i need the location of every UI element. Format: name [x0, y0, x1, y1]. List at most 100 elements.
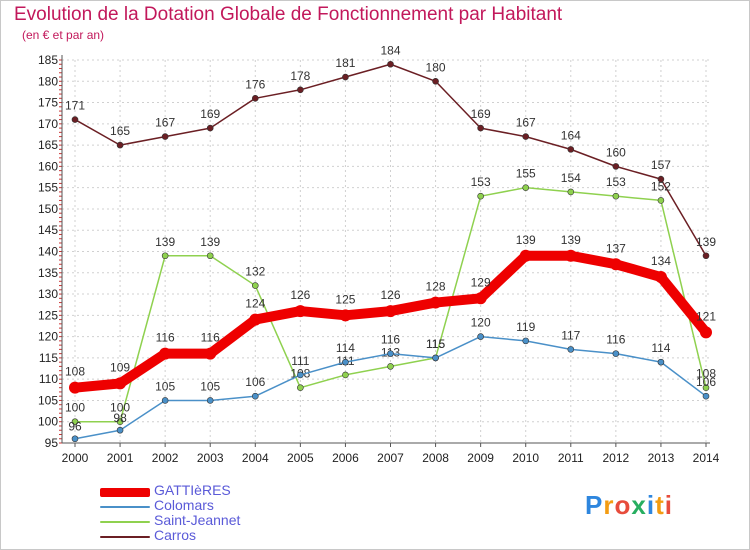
- data-label-gatti-res: 129: [471, 275, 491, 289]
- y-tick-label: 125: [38, 308, 58, 322]
- data-point-colomars: [477, 333, 484, 340]
- data-point-colomars: [612, 350, 620, 357]
- legend-label-saint-jeannet: Saint-Jeannet: [154, 512, 241, 528]
- data-point-colomars: [567, 346, 575, 353]
- x-tick-label: 2003: [197, 451, 224, 465]
- y-tick-label: 135: [38, 266, 58, 280]
- data-label-gatti-res: 124: [245, 297, 265, 311]
- data-point-gatti-res: [429, 296, 442, 309]
- y-tick-label: 170: [38, 117, 58, 131]
- data-point-saint-jeannet: [342, 371, 349, 379]
- legend-swatch-gatti-res: [100, 487, 150, 497]
- data-label-carros: 169: [471, 107, 491, 121]
- data-point-saint-jeannet: [657, 197, 665, 204]
- data-point-saint-jeannet: [206, 252, 214, 260]
- data-label-colomars: 119: [516, 320, 535, 334]
- data-label-colomars: 114: [651, 341, 670, 355]
- data-point-gatti-res: [159, 347, 172, 360]
- data-point-gatti-res: [69, 381, 81, 394]
- data-label-gatti-res: 126: [380, 288, 400, 302]
- x-tick-label: 2012: [603, 451, 630, 465]
- data-label-saint-jeannet: 155: [516, 167, 536, 181]
- data-label-carros: 184: [380, 43, 400, 57]
- data-label-gatti-res: 125: [335, 292, 355, 306]
- data-label-saint-jeannet: 139: [200, 235, 220, 249]
- data-label-carros: 157: [651, 158, 671, 172]
- data-point-gatti-res: [609, 258, 622, 271]
- chart-title: Evolution de la Dotation Globale de Fonc…: [14, 4, 563, 25]
- data-label-gatti-res: 116: [201, 331, 220, 345]
- data-label-colomars: 106: [245, 375, 265, 389]
- data-point-carros: [71, 116, 79, 123]
- data-label-gatti-res: 139: [516, 233, 536, 247]
- data-point-colomars: [702, 392, 710, 400]
- data-label-gatti-res: 139: [561, 233, 581, 247]
- data-label-saint-jeannet: 108: [696, 367, 716, 381]
- data-label-carros: 139: [696, 235, 716, 249]
- y-tick-label: 165: [38, 138, 58, 152]
- data-label-carros: 176: [245, 77, 265, 91]
- y-tick-label: 130: [38, 287, 58, 301]
- data-label-gatti-res: 137: [606, 241, 626, 255]
- y-tick-label: 185: [38, 53, 58, 67]
- legend-swatch-saint-jeannet: [100, 521, 150, 523]
- data-label-saint-jeannet: 154: [561, 171, 581, 185]
- data-label-colomars: 105: [155, 379, 175, 393]
- data-label-colomars: 96: [68, 420, 82, 434]
- data-label-carros: 167: [516, 116, 536, 130]
- legend-label-gatti-res: GATTIèRES: [154, 482, 231, 498]
- data-label-colomars: 114: [336, 341, 355, 355]
- data-point-gatti-res: [294, 305, 307, 318]
- data-label-colomars: 115: [426, 337, 445, 351]
- x-tick-label: 2002: [152, 451, 179, 465]
- data-point-saint-jeannet: [297, 384, 304, 391]
- y-tick-label: 175: [38, 96, 58, 110]
- data-point-carros: [161, 133, 169, 140]
- logo-letter: i: [664, 490, 673, 520]
- data-point-gatti-res: [519, 249, 532, 262]
- y-tick-label: 115: [39, 351, 58, 365]
- data-point-colomars: [116, 426, 124, 434]
- data-point-saint-jeannet: [702, 384, 710, 391]
- legend-swatch-carros: [100, 536, 150, 538]
- data-point-colomars: [522, 337, 530, 345]
- data-point-saint-jeannet: [387, 363, 394, 370]
- y-tick-label: 155: [38, 181, 58, 195]
- x-tick-label: 2008: [422, 451, 449, 465]
- data-point-colomars: [71, 435, 79, 443]
- data-label-saint-jeannet: 115: [426, 337, 445, 351]
- data-label-gatti-res: 116: [156, 331, 175, 345]
- data-point-carros: [657, 175, 665, 183]
- data-label-gatti-res: 121: [696, 309, 716, 323]
- data-point-saint-jeannet: [251, 282, 259, 289]
- data-point-carros: [477, 124, 484, 132]
- x-tick-label: 2013: [648, 451, 675, 465]
- data-label-carros: 171: [65, 99, 85, 113]
- data-point-carros: [297, 86, 304, 94]
- y-tick-label: 100: [38, 415, 58, 429]
- data-point-saint-jeannet: [161, 252, 169, 260]
- data-point-saint-jeannet: [567, 188, 575, 196]
- y-tick-label: 120: [38, 330, 58, 344]
- data-point-carros: [116, 141, 124, 149]
- data-label-gatti-res: 126: [290, 288, 310, 302]
- y-tick-label: 150: [38, 202, 58, 216]
- data-label-colomars: 120: [471, 316, 491, 330]
- data-point-gatti-res: [700, 326, 712, 339]
- data-label-saint-jeannet: 100: [65, 401, 85, 415]
- data-point-gatti-res: [114, 377, 127, 390]
- data-label-carros: 164: [561, 128, 581, 142]
- x-tick-label: 2010: [512, 451, 539, 465]
- x-tick-label: 2014: [693, 451, 720, 465]
- x-tick-label: 2004: [242, 451, 269, 465]
- data-point-gatti-res: [474, 292, 487, 305]
- y-tick-label: 145: [38, 223, 58, 237]
- data-point-saint-jeannet: [522, 184, 530, 191]
- data-point-gatti-res: [564, 249, 577, 262]
- data-label-saint-jeannet: 132: [245, 265, 265, 279]
- data-point-saint-jeannet: [612, 192, 620, 200]
- data-point-carros: [612, 163, 620, 170]
- data-point-colomars: [342, 358, 349, 366]
- data-point-saint-jeannet: [71, 418, 79, 426]
- data-point-carros: [432, 77, 439, 85]
